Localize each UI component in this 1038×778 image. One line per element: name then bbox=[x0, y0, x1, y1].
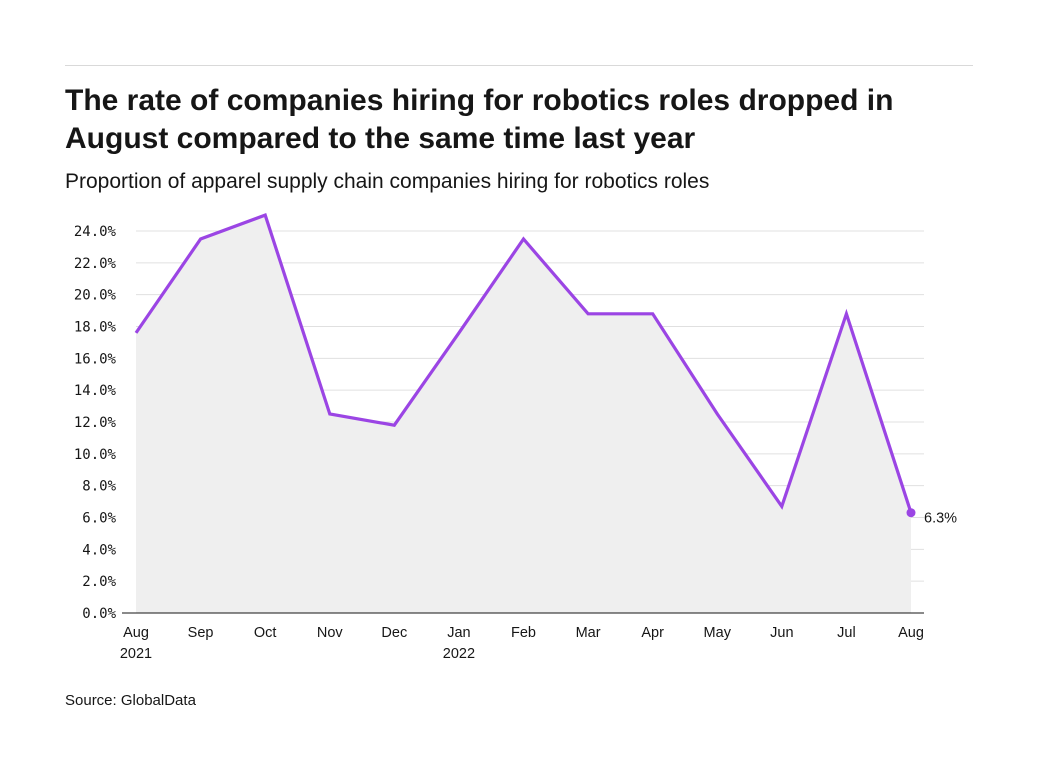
y-tick-label: 24.0% bbox=[74, 224, 117, 240]
x-tick-label: May bbox=[704, 625, 732, 641]
y-axis-ticks: 0.0% 2.0% 4.0% 6.0% 8.0% 10.0% 12.0% 14.0% 16.0%… bbox=[74, 224, 117, 622]
x-tick-label: Jan bbox=[447, 625, 470, 641]
y-tick-label: 2.0% bbox=[82, 574, 116, 590]
x-axis-ticks: Aug 2021 Sep Oct Nov Dec Jan 2022 Feb Mar Apr May Ju… bbox=[120, 625, 924, 662]
chart-title: The rate of companies hiring for robotic… bbox=[65, 84, 894, 155]
x-tick-year-label: 2021 bbox=[120, 646, 152, 662]
y-tick-label: 6.0% bbox=[82, 511, 116, 527]
x-tick-label: Oct bbox=[254, 625, 277, 641]
y-tick-label: 0.0% bbox=[82, 606, 116, 622]
x-tick-label: Jun bbox=[770, 625, 793, 641]
x-tick-label: Aug bbox=[123, 625, 149, 641]
y-tick-label: 16.0% bbox=[74, 351, 117, 367]
end-point bbox=[906, 508, 916, 518]
series-line bbox=[134, 213, 913, 514]
y-tick-label: 18.0% bbox=[74, 320, 117, 336]
x-tick-label: Nov bbox=[317, 625, 344, 641]
top-divider bbox=[65, 65, 973, 66]
x-tick-label: Jul bbox=[837, 625, 856, 641]
x-tick-label: Mar bbox=[576, 625, 601, 641]
y-tick-label: 22.0% bbox=[74, 256, 117, 272]
y-tick-label: 14.0% bbox=[74, 383, 117, 399]
chart-subtitle: Proportion of apparel supply chain compa… bbox=[65, 170, 710, 193]
x-tick-label: Feb bbox=[511, 625, 536, 641]
x-tick-label: Sep bbox=[188, 625, 214, 641]
data-points: 6.3% bbox=[906, 508, 957, 527]
x-tick-label: Dec bbox=[381, 625, 407, 641]
y-tick-label: 8.0% bbox=[82, 479, 116, 495]
x-tick-label: Apr bbox=[641, 625, 664, 641]
area-fill bbox=[136, 215, 911, 613]
x-tick-year-label: 2022 bbox=[443, 646, 475, 662]
end-value-label: 6.3% bbox=[924, 511, 957, 527]
y-tick-label: 20.0% bbox=[74, 288, 117, 304]
source-note: Source: GlobalData bbox=[65, 692, 196, 709]
y-tick-label: 4.0% bbox=[82, 542, 116, 558]
x-tick-label: Aug bbox=[898, 625, 924, 641]
y-tick-label: 12.0% bbox=[74, 415, 117, 431]
y-tick-label: 10.0% bbox=[74, 447, 117, 463]
